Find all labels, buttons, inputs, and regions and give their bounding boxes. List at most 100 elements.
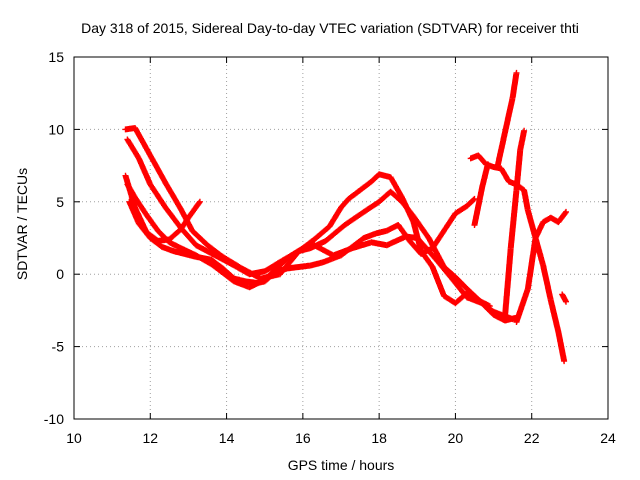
data-point-marker (463, 290, 481, 303)
data-point-marker (189, 227, 210, 248)
data-point-marker (338, 244, 355, 259)
data-point-marker (547, 297, 562, 334)
data-point-marker (132, 125, 153, 158)
data-point-marker (162, 180, 184, 211)
data-point-marker (524, 236, 539, 292)
series-track-7 (471, 161, 491, 228)
y-tick-label: 5 (56, 194, 64, 210)
data-point-marker (368, 239, 389, 248)
data-point-marker (143, 211, 161, 233)
data-point-marker (563, 208, 569, 215)
data-point-marker (147, 181, 168, 210)
data-point-marker (193, 242, 217, 258)
y-axis-label: SDTVAR / TECUs (14, 167, 30, 281)
data-point-marker (502, 246, 514, 320)
x-tick-label: 12 (142, 430, 158, 446)
data-point-marker (143, 229, 160, 244)
data-point-marker (231, 262, 252, 277)
data-point-marker (494, 130, 508, 170)
data-point-marker (376, 189, 393, 205)
data-point-marker (509, 71, 520, 101)
data-point-marker (122, 172, 138, 210)
data-point-marker (296, 262, 313, 270)
data-point-marker (399, 194, 416, 224)
data-point-marker (429, 228, 447, 252)
data-point-marker (307, 238, 328, 252)
data-point-marker (261, 269, 279, 285)
data-point-marker (441, 264, 458, 280)
data-point-marker (555, 209, 569, 226)
chart-title: Day 318 of 2015, Sidereal Day-to-day VTE… (81, 20, 579, 36)
data-point-marker (498, 165, 512, 184)
data-point-marker (288, 245, 305, 259)
data-point-marker (326, 205, 344, 230)
x-tick-label: 16 (295, 430, 311, 446)
data-point-marker (532, 220, 546, 241)
data-point-marker (395, 222, 412, 243)
data-point-marker (463, 196, 477, 210)
data-point-marker (406, 237, 424, 256)
data-point-marker (341, 209, 366, 228)
data-point-marker (475, 152, 489, 167)
data-point-marker (372, 228, 389, 237)
data-point-marker (349, 235, 366, 250)
data-point-marker (555, 329, 567, 363)
data-point-marker (196, 198, 203, 205)
x-tick-label: 22 (524, 430, 540, 446)
x-axis-label: GPS time / hours (287, 457, 395, 473)
data-point-marker (147, 152, 168, 185)
data-point-marker (521, 187, 531, 213)
data-point-marker (387, 188, 404, 204)
data-point-marker (513, 69, 520, 76)
data-point-marker (322, 222, 347, 244)
y-tick-label: -10 (44, 411, 64, 427)
data-point-marker (471, 185, 485, 228)
series-track-5 (122, 172, 203, 244)
x-tick-label: 20 (448, 430, 464, 446)
series-track-9 (494, 69, 520, 170)
data-point-marker (561, 358, 568, 365)
data-point-marker (475, 297, 492, 309)
data-point-marker (517, 129, 527, 153)
data-point-marker (212, 252, 236, 268)
data-point-marker (513, 148, 524, 194)
data-point-marker (185, 199, 203, 221)
y-tick-label: 0 (56, 266, 64, 282)
data-point-marker (204, 242, 225, 259)
y-tick-label: -5 (52, 339, 65, 355)
data-point-marker (383, 234, 408, 249)
y-tick-label: 15 (48, 49, 64, 65)
y-tick-label: 10 (48, 121, 64, 137)
data-point-marker (219, 265, 237, 281)
data-point-marker (441, 292, 458, 306)
x-tick-label: 18 (371, 430, 387, 446)
data-point-marker (479, 162, 491, 191)
data-point-marker (135, 155, 153, 187)
data-point-marker (452, 203, 469, 217)
data-point-marker (540, 262, 554, 302)
data-point-marker (208, 256, 225, 271)
data-point-marker (162, 204, 183, 230)
data-point-marker (418, 245, 435, 257)
data-point-marker (502, 95, 516, 136)
series-track-10 (513, 208, 569, 325)
data-point-marker (166, 227, 183, 243)
data-point-marker (452, 274, 469, 291)
data-point-marker (563, 298, 569, 305)
data-point-marker (452, 290, 469, 307)
data-point-marker (484, 161, 491, 168)
data-point-marker (311, 224, 332, 243)
data-point-marker (132, 194, 149, 217)
ticks: 10 12 14 16 18 20 22 24 -10 -5 0 5 10 15 (44, 49, 616, 446)
data-point-marker (177, 215, 191, 233)
data-point-marker (357, 179, 374, 194)
series-track-11 (559, 291, 569, 305)
x-tick-label: 10 (66, 430, 82, 446)
data-point-marker (132, 204, 149, 234)
data-point-marker (441, 211, 458, 234)
data-point-marker (208, 261, 225, 275)
data-point-marker (124, 136, 142, 161)
data-point-marker (513, 287, 531, 325)
data-point-marker (521, 127, 528, 134)
data-point-marker (507, 188, 520, 252)
